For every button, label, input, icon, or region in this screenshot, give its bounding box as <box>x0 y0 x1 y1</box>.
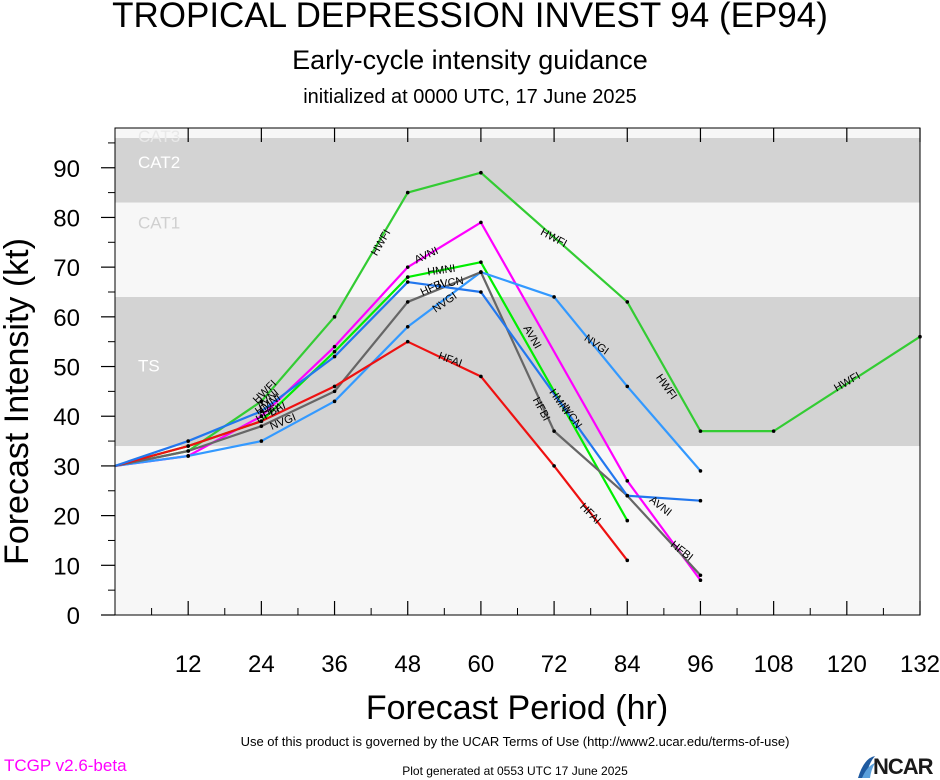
generated-timestamp: Plot generated at 0553 UTC 17 June 2025 <box>402 764 628 778</box>
data-point-hmni <box>479 260 483 264</box>
y-tick-label: 70 <box>53 255 80 282</box>
intensity-category-bands <box>115 128 920 615</box>
x-tick-label: 12 <box>175 651 202 678</box>
data-point-hfbi <box>405 300 410 304</box>
data-point-hfbi <box>186 449 190 453</box>
data-point-hwfi <box>259 399 264 404</box>
x-tick-label: 24 <box>248 651 275 678</box>
data-point-hmni <box>332 349 337 354</box>
data-point-hfbi <box>332 389 337 394</box>
version-label: TCGP v2.6-beta <box>4 756 127 775</box>
data-point-nvgi <box>332 399 337 404</box>
data-point-hfai <box>625 558 630 563</box>
data-point-hwfi <box>405 190 410 195</box>
ncar-logo-icon <box>858 756 875 778</box>
data-point-hfai <box>405 339 410 344</box>
data-point-avni <box>698 578 703 583</box>
x-tick-label: 108 <box>754 651 794 678</box>
data-point-avni <box>332 344 337 349</box>
data-point-ivcn <box>479 290 483 294</box>
data-point-hwfi <box>332 315 337 319</box>
y-tick-label: 50 <box>53 355 80 382</box>
x-tick-label: 60 <box>468 651 495 678</box>
x-tick-label: 96 <box>687 651 714 678</box>
series-label-text: HMNI <box>427 263 457 279</box>
ncar-logo: NCAR <box>856 754 940 780</box>
data-point-hfai <box>552 464 556 468</box>
series-label-ivcn: IVCN <box>437 275 465 291</box>
ncar-logo-text: NCAR <box>873 754 934 779</box>
series-line-hfai <box>114 340 629 562</box>
band-label-cat2: CAT2 <box>138 153 180 172</box>
data-point-nvgi <box>552 295 556 299</box>
y-tick-label: 80 <box>53 205 80 232</box>
data-point-hfai <box>479 374 483 379</box>
data-point-hfbi <box>259 424 264 428</box>
band-cat3 <box>115 128 920 138</box>
data-point-hmni <box>625 518 630 523</box>
data-point-avni <box>405 265 410 269</box>
x-tick-label: 48 <box>394 651 421 678</box>
x-axis-title: Forecast Period (hr) <box>366 689 668 727</box>
data-point-ivcn <box>625 493 630 498</box>
band-cat2 <box>115 137 920 203</box>
chart-title: TROPICAL DEPRESSION INVEST 94 (EP94) <box>112 0 828 35</box>
data-point-nvgi <box>186 454 190 458</box>
x-tick-label: 36 <box>321 651 348 678</box>
data-point-avni <box>479 220 483 225</box>
band-ts <box>115 296 920 447</box>
x-tick-label: 84 <box>614 651 641 678</box>
series-line-ivcn <box>114 280 701 502</box>
data-point-nvgi <box>405 324 410 329</box>
data-point-nvgi <box>625 384 630 389</box>
axes: 12 24 36 48 60 72 84 96 108 120 132 0 10 20 30 40 50 60 70… <box>0 127 940 727</box>
y-tick-label: 20 <box>53 504 80 531</box>
chart-subtitle: Early-cycle intensity guidance <box>292 45 648 75</box>
x-tick-label: 120 <box>827 651 867 678</box>
band-label-ts: TS <box>138 357 160 376</box>
data-point-hwfi <box>771 429 776 433</box>
terms-of-use-notice: Use of this product is governed by the U… <box>240 734 790 749</box>
model-series-markers <box>186 170 922 583</box>
data-point-hwfi <box>625 300 630 304</box>
y-tick-label: 90 <box>53 156 80 183</box>
y-tick-label: 30 <box>53 454 80 481</box>
data-point-hfai <box>332 384 337 389</box>
band-label-cat1: CAT1 <box>138 213 180 232</box>
data-point-hfbi <box>479 270 483 274</box>
series-label-hmni: HMNI <box>427 263 457 279</box>
x-tick-label: 72 <box>541 651 568 678</box>
series-line-avni <box>114 221 702 581</box>
band-cat1 <box>115 202 920 297</box>
y-tick-label: 60 <box>53 305 80 332</box>
y-tick-label: 0 <box>67 603 80 630</box>
data-point-ivcn <box>405 280 410 284</box>
data-point-nvgi <box>259 439 264 443</box>
data-point-avni <box>625 479 630 483</box>
x-tick-label: 132 <box>900 651 940 678</box>
data-point-hwfi <box>479 170 483 175</box>
series-label-text: IVCN <box>437 275 465 291</box>
data-point-ivcn <box>698 498 703 503</box>
initialization-time: initialized at 0000 UTC, 17 June 2025 <box>303 86 637 108</box>
data-point-ivcn <box>186 439 190 443</box>
data-point-ivcn <box>332 354 337 359</box>
y-tick-label: 40 <box>53 404 80 431</box>
data-point-hmni <box>405 275 410 279</box>
data-point-hwfi <box>698 429 703 433</box>
data-point-avni <box>259 414 264 419</box>
data-point-ivcn <box>259 409 264 414</box>
data-point-nvgi <box>698 469 703 473</box>
y-tick-label: 10 <box>53 553 80 580</box>
data-point-hfbi <box>698 573 703 578</box>
category-labels: TS CAT1 CAT2 CAT3 <box>138 127 180 376</box>
data-point-hfbi <box>552 429 556 433</box>
data-point-hfai <box>186 444 190 448</box>
y-axis-title: Forecast Intensity (kt) <box>0 238 36 565</box>
data-point-hfai <box>259 419 264 423</box>
band-label-cat3: CAT3 <box>138 127 180 146</box>
